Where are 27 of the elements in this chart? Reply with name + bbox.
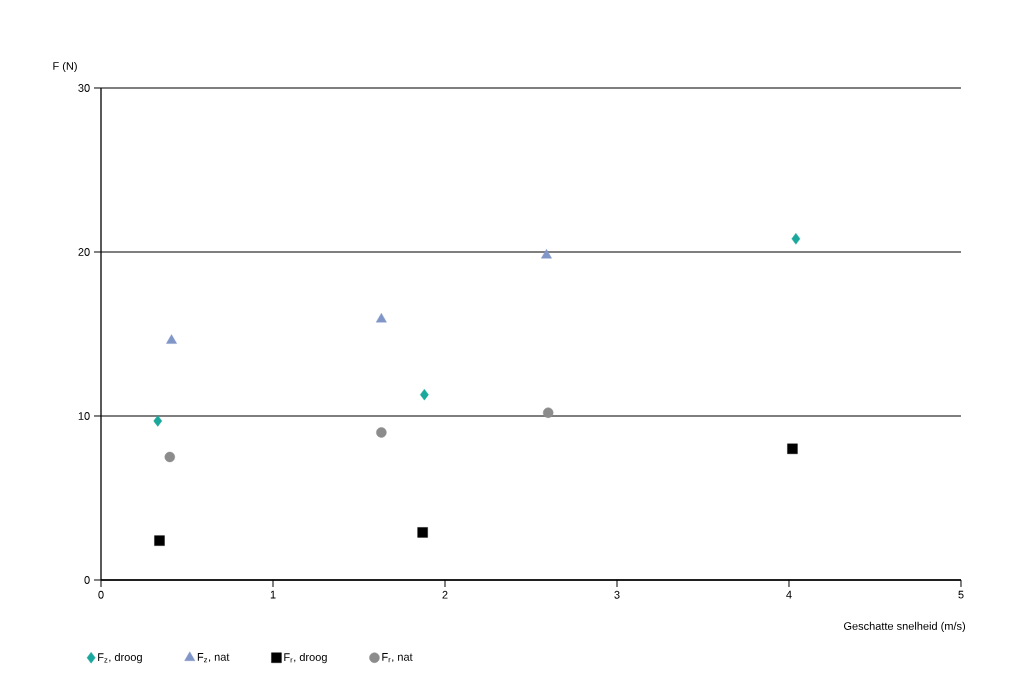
x-tick-label: 0: [98, 590, 104, 599]
x-tick-label: 2: [442, 590, 448, 599]
point: [541, 249, 552, 259]
x-tick-label: 4: [786, 590, 792, 599]
point: [154, 535, 165, 546]
legend-label: F$_{z}$, droog: [98, 652, 142, 664]
point: [543, 407, 554, 418]
y-tick-label: 20: [78, 248, 90, 256]
y-tick-label: 0: [84, 576, 90, 584]
x-axis-title: Geschatte snelheid (m/s): [844, 621, 966, 633]
y-axis-title: F (N): [53, 61, 77, 73]
point: [791, 233, 801, 245]
y-tick-label: 10: [78, 412, 90, 420]
point: [376, 427, 387, 438]
legend-label: F$_{z}$, nat: [197, 653, 230, 663]
point: [375, 313, 387, 323]
point: [153, 415, 163, 427]
legend-label: F$_{r}$, nat: [382, 653, 413, 663]
x-tick-label: 3: [614, 590, 620, 599]
x-tick-label: 1: [270, 590, 276, 599]
x-tick-label: 5: [958, 590, 964, 599]
point: [166, 334, 177, 344]
point: [164, 451, 176, 463]
point: [417, 527, 428, 538]
point: [787, 443, 798, 454]
legend-label: F$_{r}$, droog: [284, 652, 327, 664]
y-tick-label: 30: [78, 84, 90, 92]
